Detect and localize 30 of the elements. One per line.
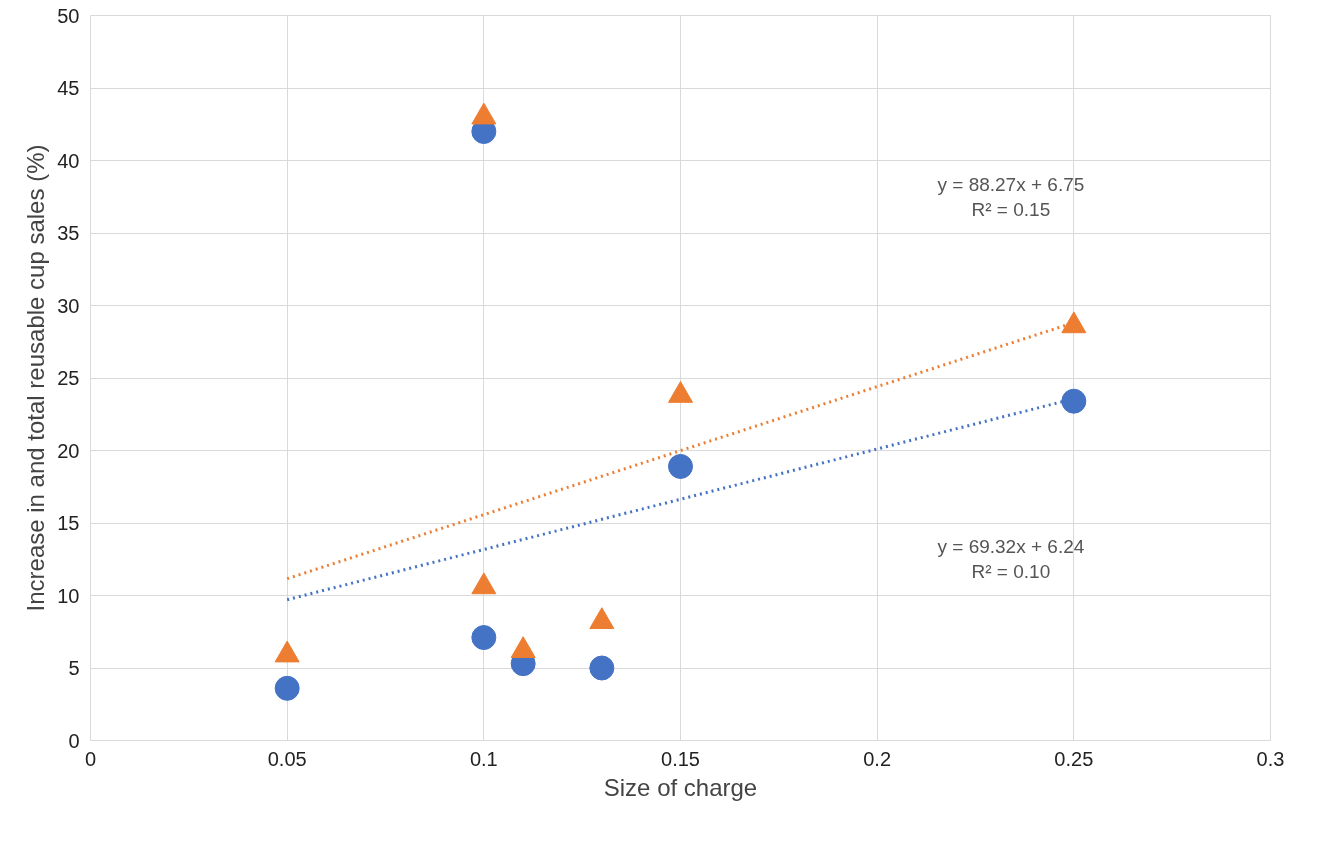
y-tick-label: 20 <box>57 439 80 462</box>
x-tick-label: 0.2 <box>863 747 892 770</box>
y-tick-label: 50 <box>57 4 80 27</box>
y-tick-label: 45 <box>57 77 80 99</box>
y-tick-label: 10 <box>57 584 80 607</box>
x-tick-label: 0.3 <box>1256 747 1285 770</box>
point <box>471 102 497 125</box>
y-tick-label: 30 <box>57 294 80 317</box>
y-tick-label: 15 <box>57 512 80 534</box>
x-tick-label: 0.05 <box>267 747 307 770</box>
y-tick-label: 0 <box>68 729 80 752</box>
y-tick-label: 5 <box>68 657 80 679</box>
point <box>471 625 497 651</box>
annotation: y = 88.27x + 6.75 R² = 0.15 <box>937 173 1085 220</box>
y-axis-title: Increase in and total reusable cup sales (%) <box>22 144 50 612</box>
x-axis-title: Size of charge <box>603 773 758 801</box>
point <box>274 675 300 701</box>
y-tick-label: 35 <box>57 222 80 244</box>
x-tick-label: 0.15 <box>661 747 700 770</box>
point <box>668 381 693 403</box>
x-tick-label: 0.25 <box>1054 747 1094 770</box>
point <box>1061 388 1087 414</box>
x-tick-label: 0 <box>84 747 97 770</box>
point <box>589 655 615 681</box>
x-tick-label: 0.1 <box>469 747 498 770</box>
y-tick-label: 40 <box>57 149 80 172</box>
point <box>668 453 693 479</box>
annotation: y = 69.32x + 6.24 R² = 0.10 <box>937 536 1085 583</box>
point <box>1061 311 1087 334</box>
y-tick-label: 25 <box>57 367 80 389</box>
